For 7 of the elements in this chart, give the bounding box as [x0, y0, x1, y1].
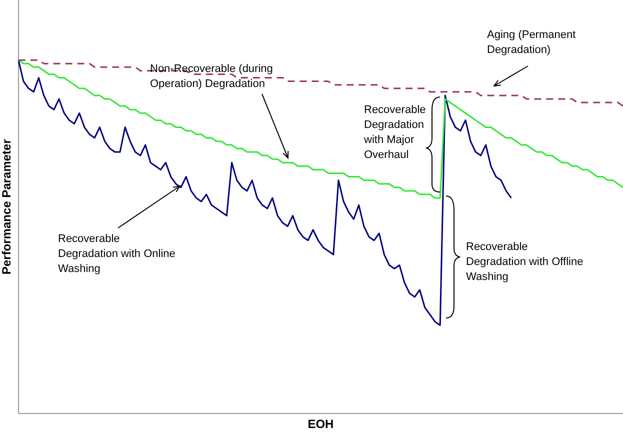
annotation: Recoverable Degradation with Offline Washing — [466, 240, 584, 285]
text: Aging (Permanent Degradation) — [487, 28, 577, 58]
x-axis-title: EOH — [308, 417, 334, 432]
annotation: Non-Recoverable (during Operation) Degradation — [150, 62, 274, 92]
annotation: Recoverable Degradation with Major Overhaul — [364, 103, 427, 163]
y-axis-title: Performance Parameter — [0, 138, 14, 275]
annotation: Recoverable Degradation with Online Washing — [58, 232, 176, 277]
